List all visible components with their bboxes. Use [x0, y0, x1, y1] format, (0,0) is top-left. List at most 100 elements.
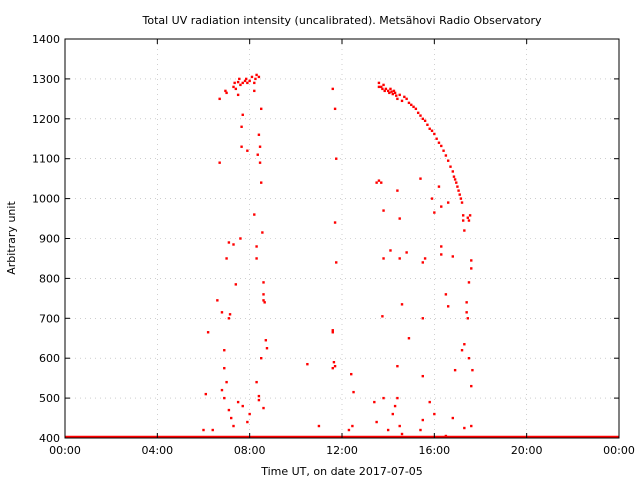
data-point	[388, 91, 391, 95]
data-point	[350, 372, 353, 376]
data-point	[241, 113, 244, 117]
data-point	[335, 157, 338, 160]
data-point	[257, 398, 261, 402]
data-point	[239, 83, 242, 87]
data-point	[414, 107, 418, 111]
chart-title: Total UV radiation intensity (uncalibrat…	[142, 14, 542, 27]
data-point	[375, 420, 378, 424]
data-point	[258, 161, 262, 164]
data-point	[396, 364, 399, 368]
data-point	[373, 400, 376, 404]
data-point	[463, 229, 466, 232]
data-point	[468, 214, 472, 217]
data-point	[335, 261, 338, 264]
data-point	[470, 424, 473, 428]
data-point	[381, 87, 384, 91]
data-point	[446, 159, 450, 162]
data-point	[253, 89, 256, 93]
grid	[65, 39, 619, 438]
y-tick-label: 400	[39, 432, 60, 445]
data-point	[306, 362, 309, 366]
data-point	[405, 97, 408, 101]
data-point	[218, 97, 221, 101]
x-tick-label: 00:00	[603, 444, 635, 457]
data-point	[440, 144, 443, 148]
data-point	[393, 91, 397, 95]
data-point	[258, 145, 262, 148]
data-point	[396, 396, 399, 400]
data-point	[386, 428, 390, 432]
data-point	[202, 428, 205, 432]
x-tick-label: 16:00	[418, 444, 450, 457]
data-point	[446, 201, 450, 204]
data-point	[452, 175, 456, 178]
y-tick-label: 800	[39, 272, 60, 285]
data-point	[254, 77, 257, 81]
y-tick-label: 1000	[32, 193, 60, 206]
data-point	[449, 165, 452, 168]
data-point	[465, 311, 468, 314]
data-point	[233, 81, 236, 85]
data-point	[426, 123, 429, 126]
data-point	[398, 93, 401, 97]
data-point	[398, 257, 401, 260]
data-point	[240, 145, 243, 148]
data-point	[264, 339, 268, 342]
data-point	[262, 281, 265, 284]
data-point	[211, 428, 214, 432]
data-point	[246, 81, 249, 85]
x-tick-label: 12:00	[326, 444, 358, 457]
data-point	[236, 400, 240, 404]
data-point	[393, 404, 397, 408]
data-point	[396, 189, 399, 192]
data-point	[390, 90, 393, 93]
data-point	[255, 257, 258, 260]
data-point	[457, 189, 460, 192]
data-point	[428, 127, 431, 130]
data-point	[461, 214, 465, 217]
data-point	[421, 317, 424, 320]
data-point	[375, 181, 378, 184]
data-point	[419, 114, 422, 117]
data-point	[377, 81, 381, 85]
data-point	[396, 97, 399, 101]
data-point	[395, 94, 398, 97]
data-point	[246, 149, 249, 152]
data-point	[260, 181, 263, 184]
data-point	[430, 129, 434, 132]
data-point	[331, 87, 334, 91]
data-point	[392, 89, 396, 93]
data-point	[333, 107, 337, 111]
data-point	[400, 99, 404, 103]
data-point	[241, 404, 244, 408]
data-point	[386, 89, 390, 93]
data-point	[419, 428, 422, 432]
data-point	[256, 153, 259, 156]
data-point	[465, 301, 468, 304]
data-point	[255, 73, 258, 77]
data-point	[225, 380, 228, 384]
data-point	[224, 89, 227, 93]
data-point	[232, 85, 235, 89]
y-tick-label: 700	[39, 312, 60, 325]
data-point	[260, 357, 263, 360]
data-point	[245, 77, 248, 81]
data-point	[332, 360, 336, 364]
data-point	[453, 368, 457, 372]
data-point	[382, 209, 385, 212]
data-point	[333, 221, 337, 224]
data-point	[234, 283, 238, 286]
data-point	[444, 434, 448, 438]
data-point	[451, 255, 454, 258]
data-point	[331, 329, 334, 332]
data-point	[451, 416, 454, 420]
data-point	[423, 119, 427, 122]
data-point	[467, 357, 471, 360]
data-point	[437, 141, 441, 144]
data-point	[236, 93, 240, 97]
data-point	[466, 216, 470, 219]
data-point	[223, 396, 226, 400]
data-point	[255, 245, 258, 248]
data-point	[382, 83, 385, 87]
data-point	[230, 416, 233, 420]
